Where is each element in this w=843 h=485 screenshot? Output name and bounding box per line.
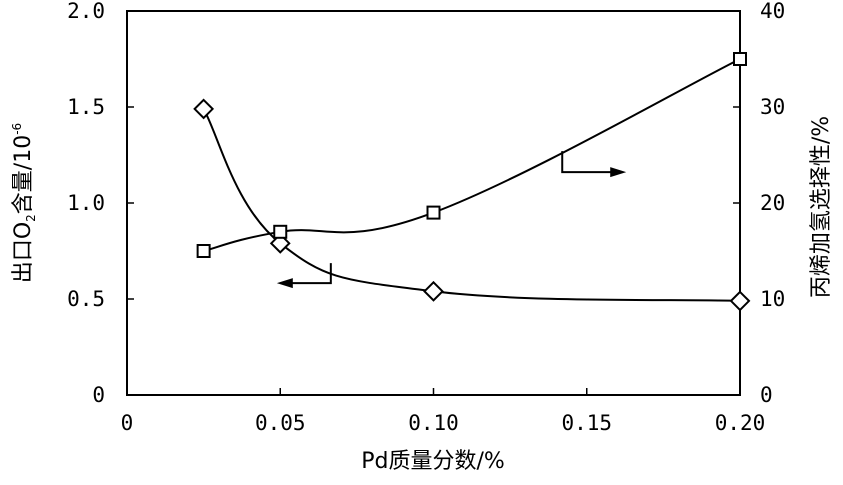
plot-frame	[126, 10, 741, 396]
left-arrowhead	[276, 278, 293, 289]
tick-labels: 0 0.05 0.10 0.15 0.20 0 0.5 1.0 1.5 2.0 0 10 20 30 40	[67, 0, 785, 435]
series-arrows	[276, 151, 627, 289]
right-axis-arrow	[561, 151, 613, 174]
left-axis-arrow	[290, 263, 332, 285]
y-axis-left-title: 出口O2含量/10-6	[10, 123, 38, 283]
y-right-tick-label: 40	[760, 0, 785, 23]
x-tick-label: 0	[121, 411, 134, 435]
y-left-tick-label: 1.5	[67, 95, 105, 119]
y-right-tick-label: 10	[760, 287, 785, 311]
y-axis-right-title: 丙烯加氢选择性/%	[809, 116, 834, 298]
diamond-marker	[269, 232, 291, 254]
x-tick-label: 0.20	[715, 411, 766, 435]
square-marker	[426, 205, 441, 220]
series-curves	[202, 58, 741, 302]
y-left-tick-label: 0.5	[67, 287, 105, 311]
diamond-marker	[423, 280, 444, 302]
square-marker	[273, 224, 288, 239]
diamond-marker	[193, 98, 215, 120]
y-left-title-sub: 2	[24, 214, 38, 222]
y-left-title-mid: 含量/10	[11, 135, 36, 214]
y-left-tick-label: 2.0	[67, 0, 105, 23]
y-left-title-sup: -6	[10, 123, 24, 135]
x-tick-label: 0.05	[255, 411, 306, 435]
x-tick-label: 0.10	[408, 411, 459, 435]
y-right-tick-label: 30	[760, 95, 785, 119]
series-line-diamond	[202, 108, 741, 302]
x-tick-label: 0.15	[561, 411, 612, 435]
series-line-square	[203, 58, 741, 252]
tick-marks	[126, 10, 741, 396]
right-arrowhead	[610, 167, 627, 178]
x-axis-title: Pd质量分数/%	[361, 449, 505, 474]
square-marker	[733, 52, 747, 66]
square-marker	[196, 244, 211, 258]
y-left-tick-label: 0	[92, 383, 105, 407]
y-left-tick-label: 1.0	[67, 191, 105, 215]
y-left-title-prefix: 出口O	[11, 222, 36, 283]
diamond-marker	[729, 290, 751, 312]
series-markers	[193, 52, 751, 312]
y-right-tick-label: 20	[760, 191, 785, 215]
y-right-tick-label: 0	[760, 383, 773, 407]
